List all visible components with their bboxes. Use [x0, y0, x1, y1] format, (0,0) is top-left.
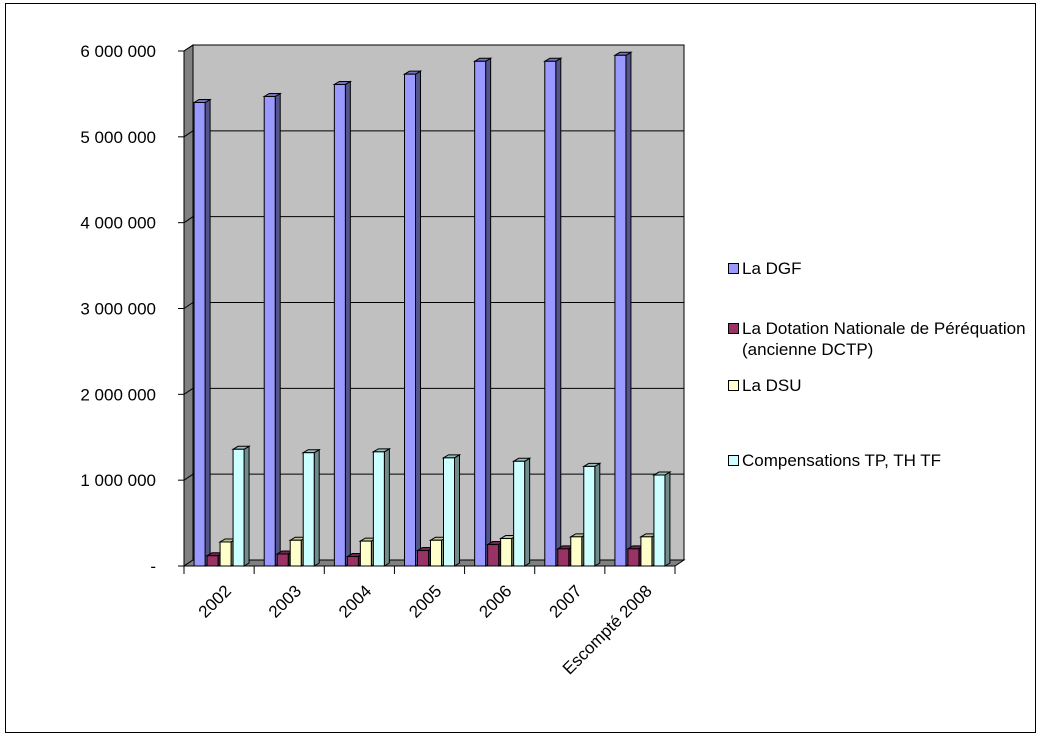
bar-front	[417, 550, 429, 567]
bar-front	[430, 539, 442, 567]
legend-item: Compensations TP, TH TF	[728, 450, 941, 471]
legend-swatch	[728, 323, 739, 334]
legend-label: Compensations TP, TH TF	[742, 451, 942, 470]
bar	[542, 57, 563, 567]
gridline-depth	[183, 130, 194, 138]
legend-swatch	[728, 263, 739, 274]
bar-side	[313, 448, 320, 567]
bar-front	[263, 95, 276, 567]
bar	[472, 57, 493, 567]
legend-label: La Dotation Nationale de Péréquation (an…	[742, 319, 1026, 359]
bar-front	[557, 548, 570, 567]
y-tick-label: 1 000 000	[80, 471, 156, 490]
bar-front	[359, 540, 372, 567]
x-tick-label: 2005	[405, 581, 445, 621]
bar-front	[372, 451, 385, 567]
y-tick-label: 5 000 000	[80, 128, 156, 147]
bar-front	[302, 452, 315, 567]
bar	[652, 471, 672, 567]
y-tick-label: 3 000 000	[80, 300, 156, 319]
bar-front	[500, 538, 513, 567]
bar-front	[289, 539, 302, 567]
bar-side	[485, 57, 492, 567]
bar	[402, 70, 423, 567]
y-tick-label: 6 000 000	[80, 42, 156, 61]
bar	[301, 448, 322, 567]
legend-item: La Dotation Nationale de Péréquation (an…	[728, 318, 1032, 360]
legend-label: La DSU	[742, 376, 802, 395]
bar-side	[383, 447, 390, 567]
bar-front	[474, 60, 487, 567]
bar	[613, 51, 633, 567]
bar-front	[346, 556, 359, 567]
bar-front	[570, 536, 583, 567]
bar	[262, 92, 283, 567]
bar-side	[625, 51, 632, 567]
x-tick-label: 2002	[195, 581, 235, 621]
gridline-depth	[183, 473, 194, 481]
gridline-depth	[183, 302, 194, 309]
bar	[441, 453, 462, 567]
chart-frame: - 1 000 000 2 000 000 3 000 000 4 000 000 5 0…	[5, 3, 1036, 733]
bar	[231, 445, 251, 567]
bar-front	[276, 553, 289, 567]
bar-front	[614, 54, 627, 567]
bar-front	[232, 448, 245, 567]
gridline-depth	[183, 216, 194, 224]
bar-front	[544, 60, 557, 567]
legend-swatch	[728, 380, 739, 391]
bar-front	[627, 548, 640, 567]
bar	[192, 98, 212, 567]
bar-side	[415, 70, 421, 567]
legend-swatch	[728, 455, 739, 466]
bar-front	[404, 73, 416, 567]
bar-front	[487, 544, 500, 567]
x-tick-label: 2004	[335, 581, 375, 621]
bar-side	[524, 457, 531, 567]
x-tick-label: 2003	[265, 581, 305, 621]
bar-side	[664, 471, 671, 567]
bar-side	[274, 92, 281, 567]
bar-front	[193, 102, 206, 567]
bar	[581, 462, 602, 567]
y-tick-label: 2 000 000	[80, 385, 156, 404]
bar-side	[454, 453, 460, 567]
x-tick-label: 2006	[475, 581, 515, 621]
bar-front	[640, 536, 653, 567]
gridline-depth	[183, 387, 194, 395]
bar	[511, 457, 532, 567]
bar-front	[219, 541, 232, 567]
legend-item: La DGF	[728, 258, 802, 279]
bar-side	[204, 98, 211, 567]
bar-side	[243, 445, 250, 567]
bar	[371, 447, 392, 567]
bar-front	[583, 465, 596, 567]
bar-front	[513, 460, 526, 567]
legend-label: La DGF	[742, 259, 802, 278]
bar-chart: - 1 000 000 2 000 000 3 000 000 4 000 000 5 0…	[80, 42, 686, 678]
bar-side	[344, 80, 351, 567]
bar-side	[555, 57, 562, 567]
bar	[332, 80, 353, 567]
gridline-depth	[183, 44, 194, 52]
bar-front	[443, 457, 455, 567]
legend-item: La DSU	[728, 375, 802, 396]
plot-area: - 1 000 000 2 000 000 3 000 000 4 000 000 5 0…	[80, 42, 686, 678]
y-tick-label: 4 000 000	[80, 214, 156, 233]
bar-side	[594, 462, 601, 567]
bar-front	[653, 474, 666, 567]
y-tick-label: -	[150, 557, 156, 576]
bar-front	[333, 83, 346, 567]
bar-front	[206, 555, 219, 567]
x-tick-label: 2007	[546, 581, 586, 621]
